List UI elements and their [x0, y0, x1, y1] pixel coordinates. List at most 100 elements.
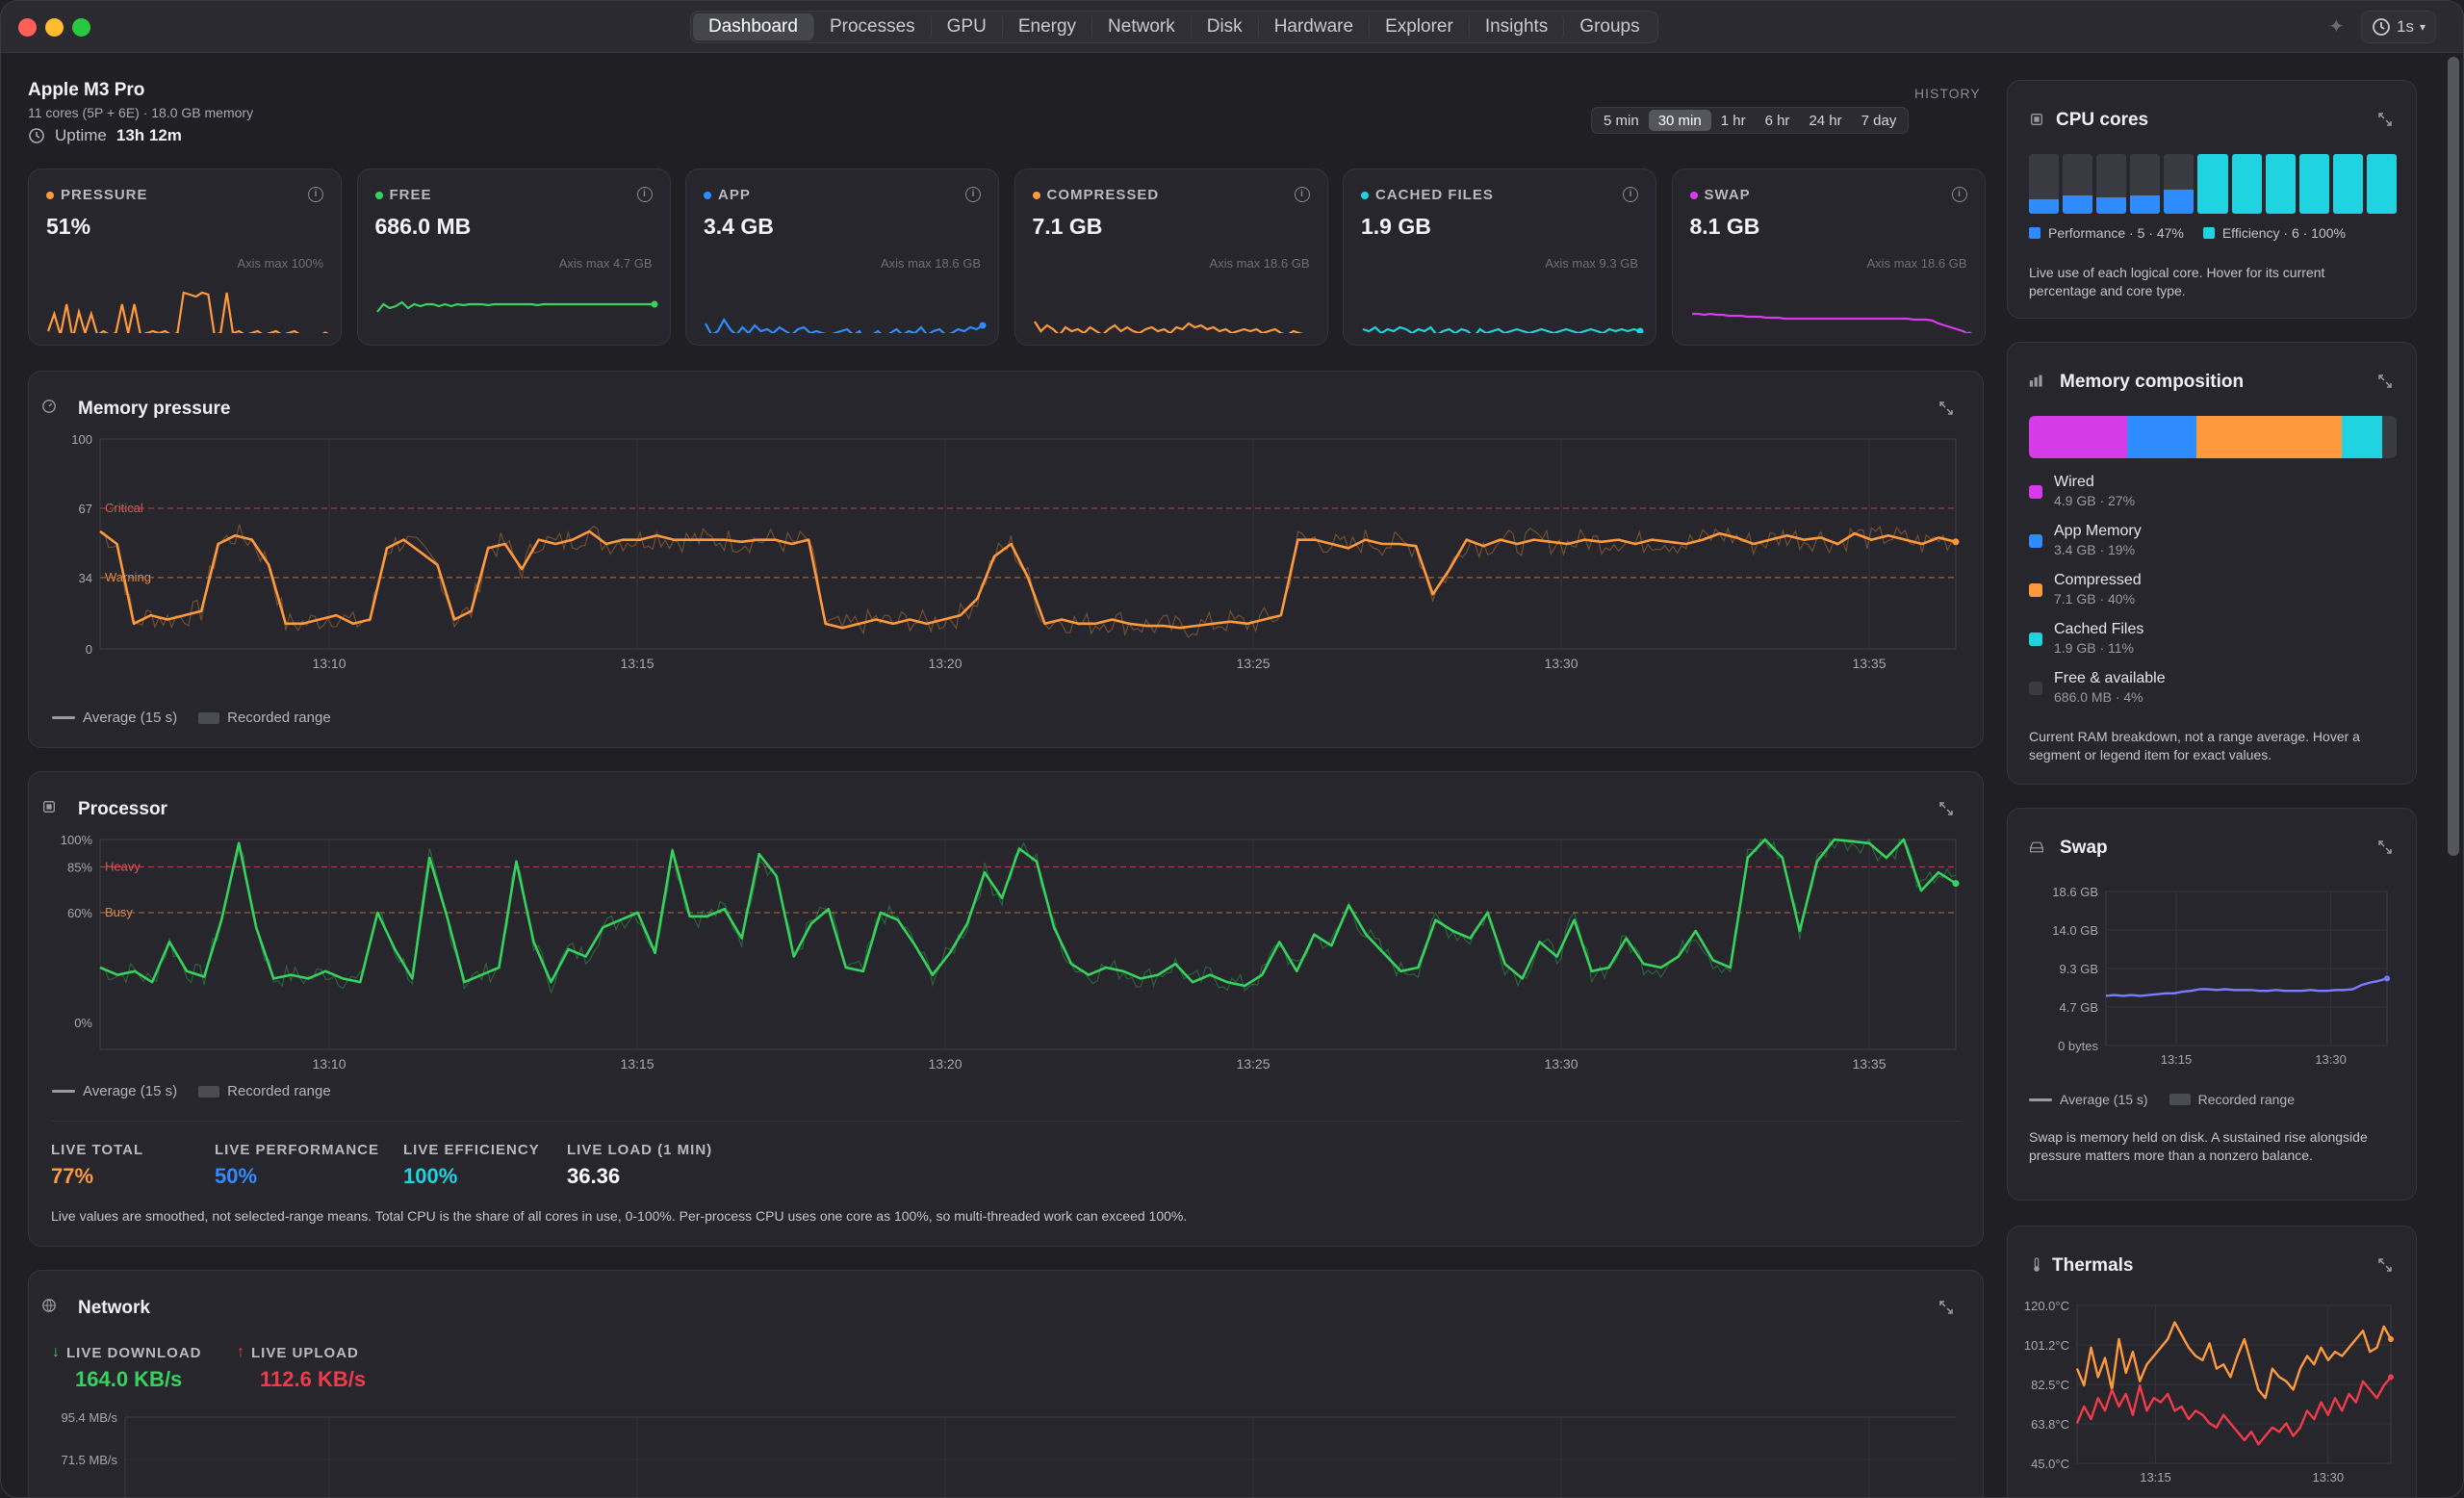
- x-tick-label: 13:30: [1544, 1056, 1578, 1072]
- core-bar-6[interactable]: [2197, 154, 2228, 214]
- tab-groups[interactable]: Groups: [1579, 16, 1640, 37]
- memory-legend-item[interactable]: Compressed 7.1 GB · 40%: [2029, 572, 2166, 621]
- history-option[interactable]: 6 hr: [1764, 112, 1790, 129]
- memory-legend-detail: 1.9 GB · 11%: [2054, 640, 2135, 656]
- core-bar-10[interactable]: [2332, 154, 2363, 214]
- recorded-range-trace: [99, 524, 1957, 638]
- tab-network[interactable]: Network: [1092, 13, 1192, 40]
- memory-legend-name: Wired: [2054, 474, 2094, 490]
- history-option[interactable]: 7 day: [1861, 112, 1897, 129]
- y-tick-label: 82.5°C: [2031, 1378, 2069, 1392]
- core-bar-4[interactable]: [2130, 154, 2161, 214]
- disk-icon: [2030, 841, 2043, 853]
- expand-icon[interactable]: [1938, 801, 1954, 816]
- info-icon[interactable]: i: [965, 187, 981, 202]
- memory-legend-name: Compressed: [2054, 572, 2142, 588]
- close-window-button[interactable]: [18, 18, 37, 37]
- x-tick-label: 13:20: [928, 1056, 962, 1072]
- core-bar-5[interactable]: [2164, 154, 2194, 214]
- memory-legend-item[interactable]: Wired 4.9 GB · 27%: [2029, 474, 2166, 523]
- core-bar-8[interactable]: [2265, 154, 2296, 214]
- live-stat-label: LIVE TOTAL: [51, 1142, 144, 1158]
- average-endpoint: [1952, 880, 1960, 888]
- memory-segment-app-memory[interactable]: [2127, 416, 2196, 458]
- cpu-icon: [43, 801, 55, 813]
- tab-gpu[interactable]: GPU: [932, 13, 1003, 40]
- sparkline-path: [705, 317, 984, 333]
- memory-legend-item[interactable]: Cached Files 1.9 GB · 11%: [2029, 621, 2166, 670]
- tab-hardware[interactable]: Hardware: [1259, 13, 1371, 40]
- metric-axis-max: Axis max 18.6 GB: [1209, 256, 1310, 271]
- history-option[interactable]: 1 hr: [1720, 112, 1746, 129]
- performance-legend: Performance · 5 · 47%: [2048, 225, 2184, 241]
- threshold-label: Heavy: [105, 860, 141, 874]
- memory-segment-compressed[interactable]: [2195, 416, 2343, 458]
- tab-insights[interactable]: Insights: [1470, 13, 1565, 40]
- memory-segment-wired[interactable]: [2029, 416, 2128, 458]
- tab-processes[interactable]: Processes: [814, 13, 932, 40]
- history-option[interactable]: 5 min: [1604, 112, 1639, 129]
- core-bar-2[interactable]: [2063, 154, 2093, 214]
- memory-legend-swatch: [2029, 633, 2042, 646]
- core-bar-9[interactable]: [2298, 154, 2329, 214]
- metric-card-pressure: PRESSURE i 51% Axis max 100%: [28, 168, 342, 346]
- sparkle-icon[interactable]: ✦: [2328, 16, 2345, 38]
- live-stat-value: 36.36: [567, 1164, 621, 1188]
- metric-value: 7.1 GB: [1032, 214, 1103, 239]
- live-stat-label: LIVE LOAD (1 MIN): [567, 1142, 713, 1158]
- memory-segment-free-available[interactable]: [2381, 416, 2397, 458]
- gauge-icon: [42, 400, 56, 413]
- sparkline-endpoint: [979, 322, 987, 329]
- metric-dot: [704, 191, 711, 199]
- info-icon[interactable]: i: [636, 187, 653, 202]
- history-option[interactable]: 30 min: [1648, 110, 1711, 131]
- memory-legend-item[interactable]: App Memory 3.4 GB · 19%: [2029, 523, 2166, 572]
- tab-energy[interactable]: Energy: [1003, 13, 1093, 40]
- info-icon[interactable]: i: [1951, 187, 1967, 202]
- expand-icon[interactable]: [2377, 374, 2393, 389]
- metric-sparkline: [1033, 321, 1303, 333]
- core-bar-fill: [2029, 198, 2060, 214]
- memory-composition-bar[interactable]: [2029, 416, 2397, 458]
- legend-range-label: Recorded range: [227, 710, 331, 726]
- uptime-value: 13h 12m: [116, 126, 182, 144]
- info-icon[interactable]: i: [308, 187, 323, 202]
- history-option[interactable]: 24 hr: [1809, 112, 1842, 129]
- recorded-range-trace: [99, 838, 1957, 994]
- processor-title: Processor: [78, 799, 167, 819]
- expand-icon[interactable]: [1938, 1300, 1954, 1315]
- tab-disk[interactable]: Disk: [1192, 13, 1259, 40]
- core-bar-11[interactable]: [2366, 154, 2398, 214]
- expand-icon[interactable]: [1938, 400, 1954, 416]
- cpu-cores-note: Live use of each logical core. Hover for…: [2029, 265, 2325, 298]
- tab-explorer[interactable]: Explorer: [1370, 13, 1470, 40]
- info-icon[interactable]: i: [1294, 187, 1310, 202]
- core-bar-1[interactable]: [2029, 154, 2060, 214]
- expand-icon[interactable]: [2377, 1257, 2393, 1273]
- core-bar-3[interactable]: [2096, 154, 2127, 214]
- metric-label: SWAP: [1704, 187, 1751, 203]
- core-bar-7[interactable]: [2231, 154, 2262, 214]
- efficiency-swatch: [2202, 227, 2215, 239]
- memory-legend-detail: 3.4 GB · 19%: [2054, 542, 2136, 557]
- info-icon[interactable]: i: [1623, 187, 1638, 202]
- metric-label: APP: [718, 187, 751, 203]
- expand-icon[interactable]: [2377, 112, 2393, 127]
- zoom-window-button[interactable]: [72, 18, 90, 37]
- network-chart: 95.4 MB/s 71.5 MB/s: [61, 1410, 1956, 1497]
- tab-dashboard[interactable]: Dashboard: [693, 13, 814, 40]
- metric-axis-max: Axis max 9.3 GB: [1545, 256, 1638, 271]
- minimize-window-button[interactable]: [45, 18, 64, 37]
- memory-composition-legend: Wired 4.9 GB · 27% App Memory 3.4 GB · 19% C…: [2029, 474, 2166, 719]
- swap-note: Swap is memory held on disk. A sustained…: [2029, 1129, 2368, 1163]
- expand-icon[interactable]: [2377, 839, 2393, 855]
- memory-legend-swatch: [2029, 583, 2042, 597]
- metric-card-compressed: COMPRESSED i 7.1 GB Axis max 18.6 GB: [1014, 168, 1328, 346]
- metric-label: FREE: [389, 187, 432, 203]
- refresh-interval-button[interactable]: 1s ▾: [2361, 11, 2436, 43]
- memory-segment-cached-files[interactable]: [2342, 416, 2382, 458]
- live-note: Live values are smoothed, not selected-r…: [51, 1208, 1188, 1224]
- memory-legend-item[interactable]: Free & available 686.0 MB · 4%: [2029, 670, 2166, 719]
- plot-frame: [99, 839, 1957, 1050]
- scrollbar[interactable]: [2448, 57, 2459, 856]
